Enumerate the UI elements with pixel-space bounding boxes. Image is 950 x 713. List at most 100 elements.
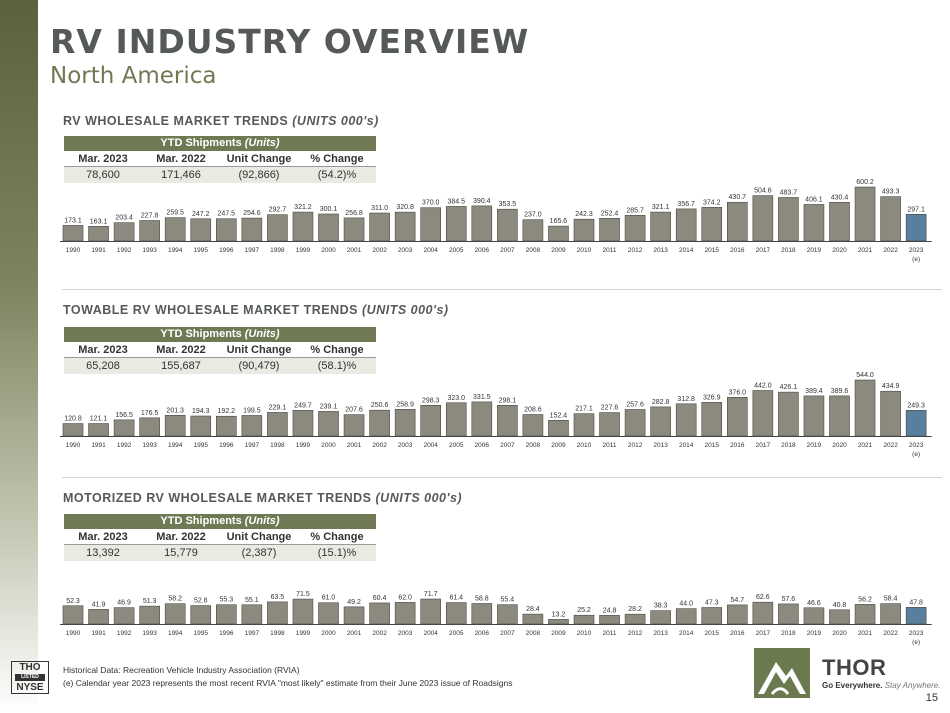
sidebar-stripe: [0, 0, 38, 713]
ticker-badge: THO LISTED NYSE: [11, 661, 49, 694]
bar-2000: [318, 213, 339, 242]
x-tick-label: 2021: [858, 247, 873, 254]
bar-value-label: 544.0: [856, 372, 874, 379]
bar-value-label: 47.3: [705, 600, 719, 607]
bar-value-label: 430.4: [831, 194, 849, 201]
x-tick-label: 1993: [142, 247, 157, 254]
divider: [62, 289, 942, 290]
ytd-header-units: (Units): [244, 137, 280, 149]
bar-1996: [216, 415, 237, 437]
x-tick-label: 2003: [398, 442, 413, 449]
bar-value-label: 203.4: [115, 215, 133, 222]
bar-2019: [803, 607, 825, 625]
ytd-header-text: YTD Shipments: [160, 515, 242, 527]
x-tick-label: 1999: [296, 630, 311, 637]
x-tick-label: 2014: [679, 442, 694, 449]
bar-2011: [599, 412, 620, 437]
x-tick-label: 2004: [423, 442, 438, 449]
bar-value-label: 52.3: [66, 598, 80, 605]
bar-2010: [573, 413, 595, 437]
bar-value-label: 483.7: [780, 189, 798, 196]
bar-2007: [497, 208, 518, 242]
bar-value-label: 493.3: [882, 189, 900, 196]
bar-2009: [548, 619, 569, 625]
bar-1995: [190, 605, 212, 625]
bar-value-label: 51.3: [143, 598, 157, 605]
x-tick-label: 2013: [653, 630, 668, 637]
bar-2008: [522, 219, 544, 242]
bar-2008: [522, 414, 544, 437]
bar-2014: [675, 208, 697, 242]
x-tick-label: 1991: [91, 442, 106, 449]
bar-2019: [803, 395, 825, 437]
bar-value-label: 55.4: [501, 597, 515, 604]
bar-value-label: 173.1: [64, 217, 82, 224]
bar-2014: [675, 608, 697, 625]
bar-value-label: 430.7: [729, 194, 747, 201]
bar-value-label: 199.5: [243, 407, 261, 414]
bar-2005: [445, 602, 467, 625]
bar-value-label: 331.5: [473, 394, 491, 401]
ytd-col-header: Mar. 2022: [142, 529, 220, 545]
bar-2018: [778, 391, 799, 437]
x-tick-label: 1997: [245, 247, 260, 254]
footnote-source: Historical Data: Recreation Vehicle Indu…: [63, 665, 300, 675]
bar-2009: [548, 225, 569, 242]
bar-value-label: 242.3: [575, 211, 593, 218]
x-tick-label: 2007: [500, 442, 515, 449]
x-tick-label: 2005: [449, 247, 464, 254]
bar-2021: [854, 379, 876, 437]
bar-value-label: 52.8: [194, 598, 208, 605]
table-row: 78,600 171,466 (92,866) (54.2)%: [64, 166, 376, 183]
bar-1998: [267, 412, 288, 437]
bar-value-label: 121.1: [90, 416, 108, 423]
bar-2006: [471, 205, 493, 242]
x-tick-label: 2001: [347, 630, 362, 637]
x-tick-label: 2015: [705, 442, 720, 449]
brand-tagline-italic: Stay Anywhere.: [884, 681, 941, 690]
bar-value-label: 165.6: [550, 218, 568, 225]
bar-2006: [471, 401, 493, 437]
bar-value-label: 292.7: [269, 207, 287, 214]
x-tick-label: 2003: [398, 630, 413, 637]
bar-value-label: 49.2: [347, 599, 361, 606]
bar-2002: [369, 212, 390, 242]
bar-value-label: 28.2: [628, 606, 642, 613]
rv-wholesale-bar-chart: 173.1 1990 163.1 1991 203.4 1992 227.8 1993 259.…: [60, 179, 932, 263]
bar-value-label: 370.0: [422, 200, 440, 207]
x-tick-label: 2018: [781, 630, 796, 637]
bar-value-label: 41.9: [92, 601, 106, 608]
bar-1992: [113, 607, 135, 625]
x-tick-note: (e): [912, 639, 920, 646]
bar-2016: [726, 604, 748, 625]
ytd-cell: (54.2)%: [317, 169, 357, 181]
bar-1994: [164, 603, 186, 625]
x-tick-label: 2010: [577, 247, 592, 254]
brand-tagline-bold: Go Everywhere.: [822, 681, 883, 690]
bar-value-label: 504.6: [754, 188, 772, 195]
bar-value-label: 58.4: [884, 596, 898, 603]
bar-2012: [624, 214, 646, 242]
bar-value-label: 60.4: [373, 595, 387, 602]
bar-2001: [343, 606, 365, 625]
bar-value-label: 13.2: [552, 611, 566, 618]
bar-1993: [139, 417, 160, 437]
x-tick-label: 2001: [347, 247, 362, 254]
bar-value-label: 58.8: [475, 595, 489, 602]
table-row: 13,392 15,779 (2,387) (15.1)%: [64, 544, 376, 561]
bar-value-label: 46.6: [807, 600, 821, 607]
bar-2020: [829, 609, 850, 625]
bar-2020: [829, 201, 850, 242]
section-title-units: (UNITS 000's): [362, 303, 449, 317]
bar-2005: [445, 402, 467, 437]
bar-value-label: 356.7: [677, 201, 695, 208]
x-tick-label: 2002: [372, 630, 387, 637]
x-tick-label: 2013: [653, 442, 668, 449]
bar-value-label: 208.6: [524, 407, 542, 414]
ticker-exchange: NYSE: [16, 682, 44, 693]
bar-value-label: 227.6: [601, 405, 619, 412]
bar-1995: [190, 415, 212, 437]
x-tick-label: 2009: [551, 247, 566, 254]
bar-value-label: 194.3: [192, 408, 210, 415]
bar-2017: [752, 390, 774, 437]
